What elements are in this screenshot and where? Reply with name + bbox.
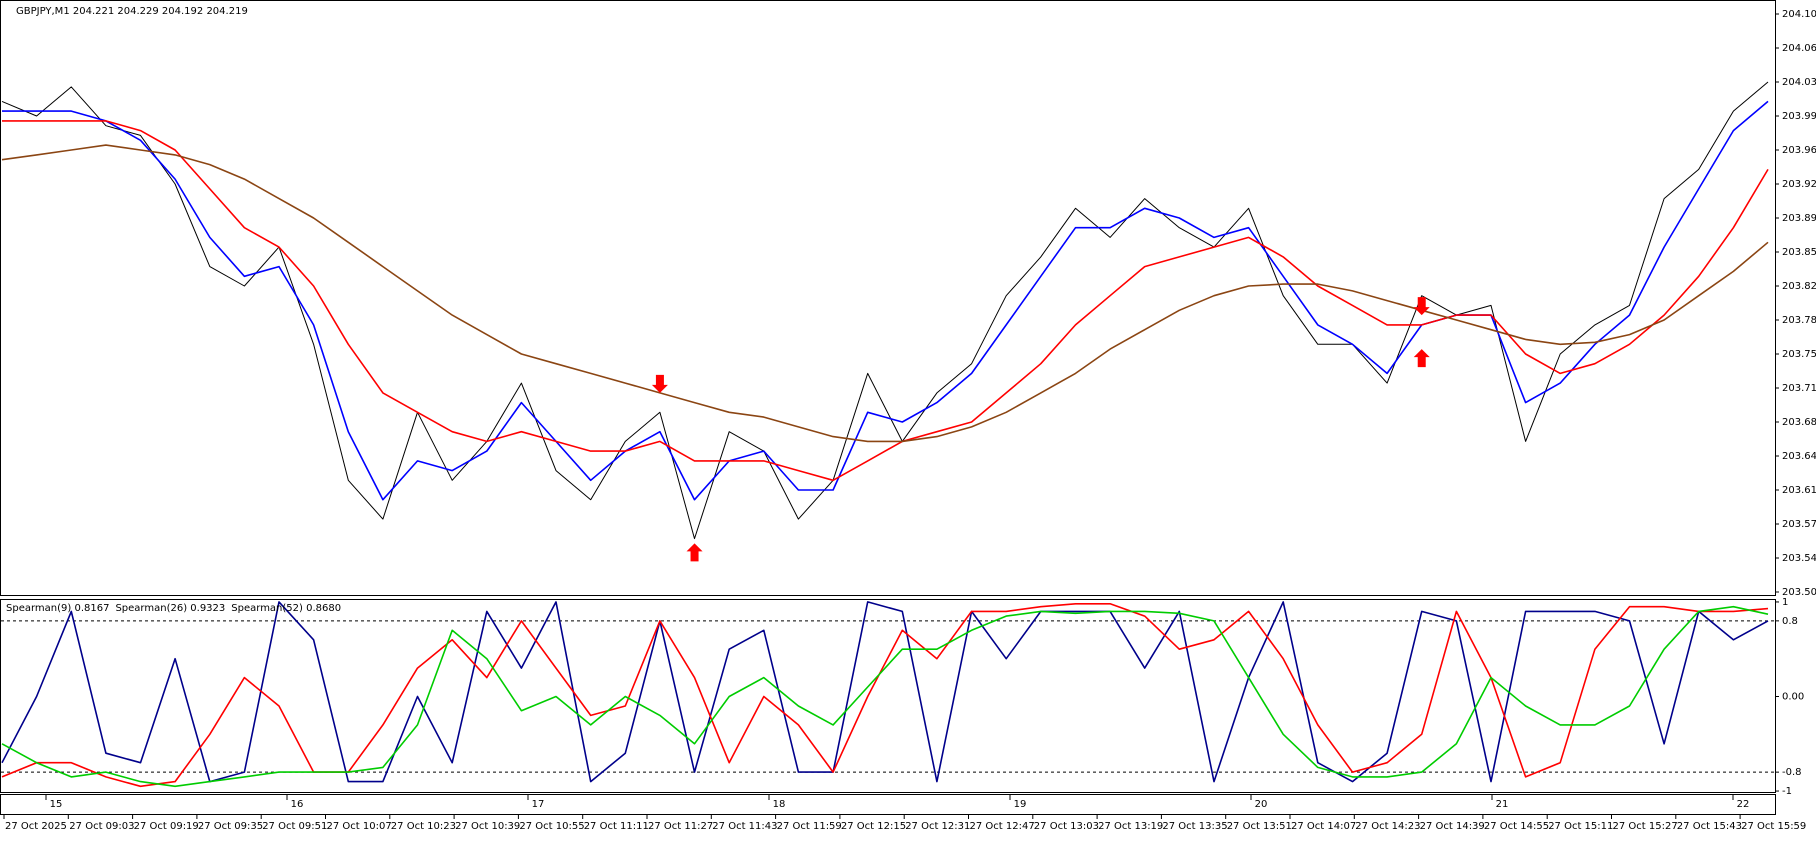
time-label: 27 Oct 09:51 [262, 821, 327, 832]
chart-title: GBPJPY,M1 204.221 204.229 204.192 204.21… [16, 6, 248, 17]
time-label: 27 Oct 10:07 [327, 821, 392, 832]
day-label: 15 [50, 799, 63, 810]
signal-arrow [686, 543, 703, 562]
y-tick-label: 203.505 [1782, 587, 1816, 598]
y-tick-label: -1 [1782, 786, 1792, 797]
y-tick-label: 203.610 [1782, 485, 1816, 496]
time-label: 27 Oct 11:43 [712, 821, 777, 832]
day-label: 16 [291, 799, 304, 810]
y-tick-label: 203.890 [1782, 213, 1816, 224]
time-label: 27 Oct 14:23 [1355, 821, 1420, 832]
day-axis [0, 794, 1776, 815]
time-label: 27 Oct 11:27 [648, 821, 713, 832]
y-tick-label: 0.8 [1782, 616, 1798, 627]
day-label: 17 [532, 799, 545, 810]
time-label: 27 Oct 12:47 [970, 821, 1035, 832]
y-tick-label: 203.855 [1782, 247, 1816, 258]
legend-entry: Spearman(52) 0.8680 [231, 603, 341, 614]
y-tick-label: 203.820 [1782, 281, 1816, 292]
day-label: 22 [1737, 799, 1750, 810]
time-label: 27 Oct 13:19 [1098, 821, 1163, 832]
y-tick-label: 204.065 [1782, 43, 1816, 54]
signal-arrow [1413, 349, 1430, 368]
day-label: 20 [1255, 799, 1268, 810]
y-tick-label: 203.645 [1782, 451, 1816, 462]
y-tick-label: 203.925 [1782, 179, 1816, 190]
y-tick-label: 1 [1782, 597, 1788, 608]
time-label: 27 Oct 13:03 [1034, 821, 1099, 832]
series-line [1, 601, 1769, 783]
time-label: 27 Oct 15:27 [1613, 821, 1678, 832]
time-label: 27 Oct 15:43 [1677, 821, 1742, 832]
y-tick-label: 203.575 [1782, 519, 1816, 530]
time-label: 27 Oct 13:51 [1227, 821, 1292, 832]
y-tick-label: 203.785 [1782, 315, 1816, 326]
time-label: 27 Oct 2025 [5, 821, 67, 832]
y-tick-label: 0.00 [1782, 692, 1804, 703]
time-label: 27 Oct 15:59 [1741, 821, 1806, 832]
time-label: 27 Oct 09:19 [134, 821, 199, 832]
time-label: 27 Oct 13:35 [1162, 821, 1227, 832]
time-label: 27 Oct 10:55 [519, 821, 584, 832]
time-label: 27 Oct 11:11 [584, 821, 649, 832]
time-label: 27 Oct 12:15 [841, 821, 906, 832]
y-tick-label: 203.960 [1782, 145, 1816, 156]
y-tick-label: 203.680 [1782, 417, 1816, 428]
legend-entry: Spearman(9) 0.8167 [6, 603, 109, 614]
y-tick-label: 203.750 [1782, 349, 1816, 360]
price-panel [0, 0, 1776, 596]
series-line [1, 144, 1769, 443]
series-line [1, 603, 1769, 788]
y-tick-label: 203.995 [1782, 111, 1816, 122]
series-line [1, 605, 1769, 788]
y-tick-label: -0.8 [1782, 767, 1802, 778]
time-label: 27 Oct 09:03 [69, 821, 134, 832]
time-label: 27 Oct 14:07 [1291, 821, 1356, 832]
signal-arrow [651, 374, 668, 393]
y-tick-label: 204.100 [1782, 9, 1816, 20]
day-label: 18 [773, 799, 786, 810]
time-label: 27 Oct 10:39 [455, 821, 520, 832]
day-label: 21 [1496, 799, 1509, 810]
day-label: 19 [1014, 799, 1027, 810]
y-tick-label: 204.030 [1782, 77, 1816, 88]
signal-arrow [1413, 297, 1430, 316]
series-line [2, 120, 1769, 482]
time-label: 27 Oct 10:23 [391, 821, 456, 832]
time-label: 27 Oct 09:35 [198, 821, 263, 832]
y-tick-label: 203.540 [1782, 553, 1816, 564]
legend-entry: Spearman(26) 0.9323 [115, 603, 225, 614]
time-label: 27 Oct 11:59 [777, 821, 842, 832]
time-label: 27 Oct 14:55 [1484, 821, 1549, 832]
y-tick-label: 203.715 [1782, 383, 1816, 394]
time-label: 27 Oct 12:31 [905, 821, 970, 832]
time-label: 27 Oct 15:11 [1548, 821, 1613, 832]
time-label: 27 Oct 14:39 [1420, 821, 1485, 832]
